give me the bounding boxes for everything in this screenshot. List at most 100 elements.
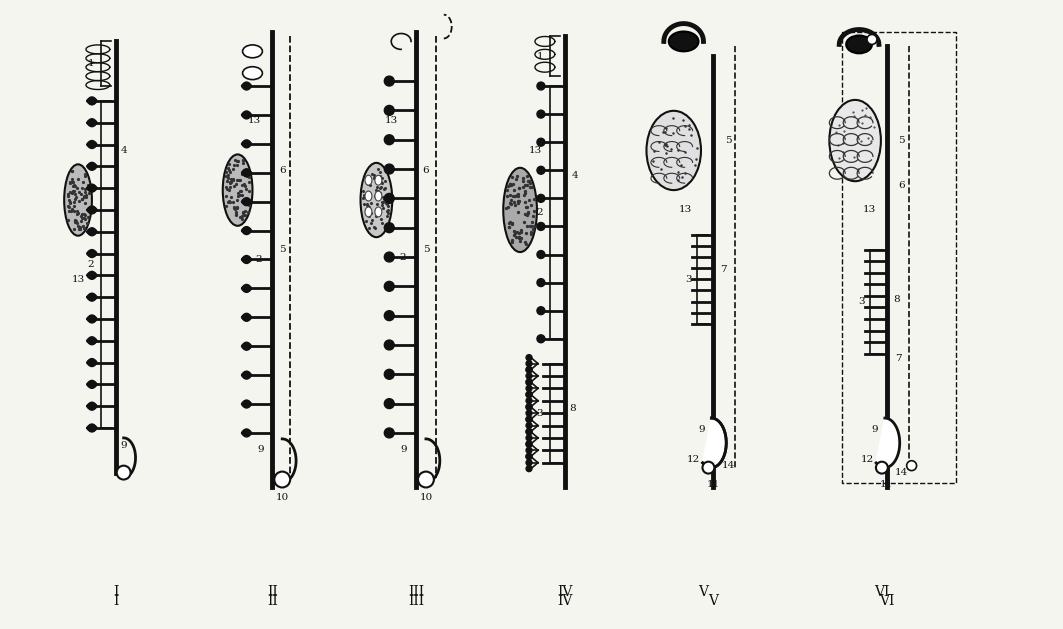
Circle shape (242, 313, 251, 321)
Circle shape (242, 111, 251, 119)
Text: 6: 6 (898, 181, 905, 190)
Ellipse shape (503, 168, 537, 252)
Circle shape (385, 428, 394, 438)
Circle shape (242, 371, 251, 379)
Ellipse shape (669, 31, 698, 52)
Text: 3: 3 (686, 275, 692, 284)
Text: 9: 9 (120, 442, 126, 450)
Ellipse shape (242, 45, 263, 58)
Circle shape (88, 271, 96, 279)
Circle shape (242, 226, 251, 235)
Text: 4: 4 (571, 170, 578, 180)
Circle shape (88, 424, 96, 432)
Circle shape (242, 169, 251, 177)
Circle shape (274, 472, 290, 487)
Text: 8: 8 (893, 294, 900, 304)
Ellipse shape (365, 191, 372, 201)
Text: 14: 14 (895, 468, 908, 477)
Text: 2: 2 (537, 208, 543, 217)
Circle shape (526, 447, 532, 454)
Circle shape (526, 379, 532, 386)
Circle shape (526, 416, 532, 423)
Circle shape (242, 82, 251, 90)
Ellipse shape (223, 155, 253, 226)
Circle shape (526, 404, 532, 409)
Circle shape (385, 311, 394, 321)
Text: 13: 13 (862, 206, 876, 214)
Circle shape (526, 367, 532, 372)
Circle shape (88, 402, 96, 410)
Circle shape (88, 381, 96, 388)
Text: 2: 2 (87, 260, 95, 269)
Circle shape (242, 400, 251, 408)
Text: 9: 9 (257, 445, 264, 454)
Circle shape (88, 359, 96, 367)
Text: 5: 5 (423, 245, 429, 254)
Circle shape (526, 442, 532, 447)
Text: 13: 13 (679, 206, 692, 214)
Text: 11: 11 (707, 480, 720, 489)
Circle shape (526, 454, 532, 459)
Circle shape (876, 462, 888, 474)
Text: 13: 13 (385, 116, 398, 125)
Ellipse shape (646, 111, 701, 190)
Circle shape (88, 228, 96, 236)
Circle shape (526, 423, 532, 428)
Circle shape (88, 140, 96, 148)
Circle shape (867, 35, 877, 45)
Text: 13: 13 (248, 116, 261, 125)
Text: I: I (113, 584, 118, 599)
Text: 13: 13 (528, 146, 541, 155)
Circle shape (385, 193, 394, 203)
Ellipse shape (365, 207, 372, 217)
Circle shape (385, 106, 394, 115)
Circle shape (526, 355, 532, 360)
Text: 14: 14 (722, 461, 735, 470)
Circle shape (242, 284, 251, 292)
Circle shape (385, 76, 394, 86)
Text: 10: 10 (419, 493, 433, 502)
Ellipse shape (360, 163, 392, 237)
Circle shape (242, 429, 251, 437)
Circle shape (526, 441, 532, 447)
Text: VI: VI (874, 584, 890, 599)
Circle shape (88, 315, 96, 323)
Circle shape (526, 416, 532, 422)
Circle shape (537, 194, 545, 203)
Circle shape (526, 373, 532, 379)
Ellipse shape (829, 100, 881, 181)
Circle shape (537, 82, 545, 90)
Text: 13: 13 (71, 275, 85, 284)
Text: 7: 7 (720, 265, 727, 274)
Text: 9: 9 (872, 425, 878, 435)
Circle shape (385, 399, 394, 409)
Ellipse shape (375, 191, 382, 201)
Text: 12: 12 (860, 455, 874, 464)
Circle shape (385, 223, 394, 233)
Circle shape (526, 410, 532, 416)
Text: III: III (408, 594, 424, 608)
Text: 3: 3 (537, 409, 543, 418)
Text: 1: 1 (87, 59, 95, 68)
Circle shape (526, 360, 532, 367)
Circle shape (907, 460, 916, 470)
Text: III: III (408, 584, 424, 599)
Circle shape (88, 119, 96, 126)
Text: IV: IV (557, 584, 572, 599)
Circle shape (526, 460, 532, 465)
Circle shape (385, 340, 394, 350)
Text: 5: 5 (898, 136, 905, 145)
Circle shape (385, 135, 394, 145)
Circle shape (526, 398, 532, 404)
Polygon shape (703, 418, 726, 467)
Text: II: II (267, 584, 277, 599)
Circle shape (385, 369, 394, 379)
Circle shape (526, 429, 532, 435)
Circle shape (526, 379, 532, 385)
Ellipse shape (64, 164, 91, 236)
Text: IV: IV (557, 594, 572, 608)
Text: VI: VI (879, 594, 895, 608)
Circle shape (526, 392, 532, 398)
Text: V: V (708, 594, 719, 608)
Ellipse shape (375, 207, 382, 217)
